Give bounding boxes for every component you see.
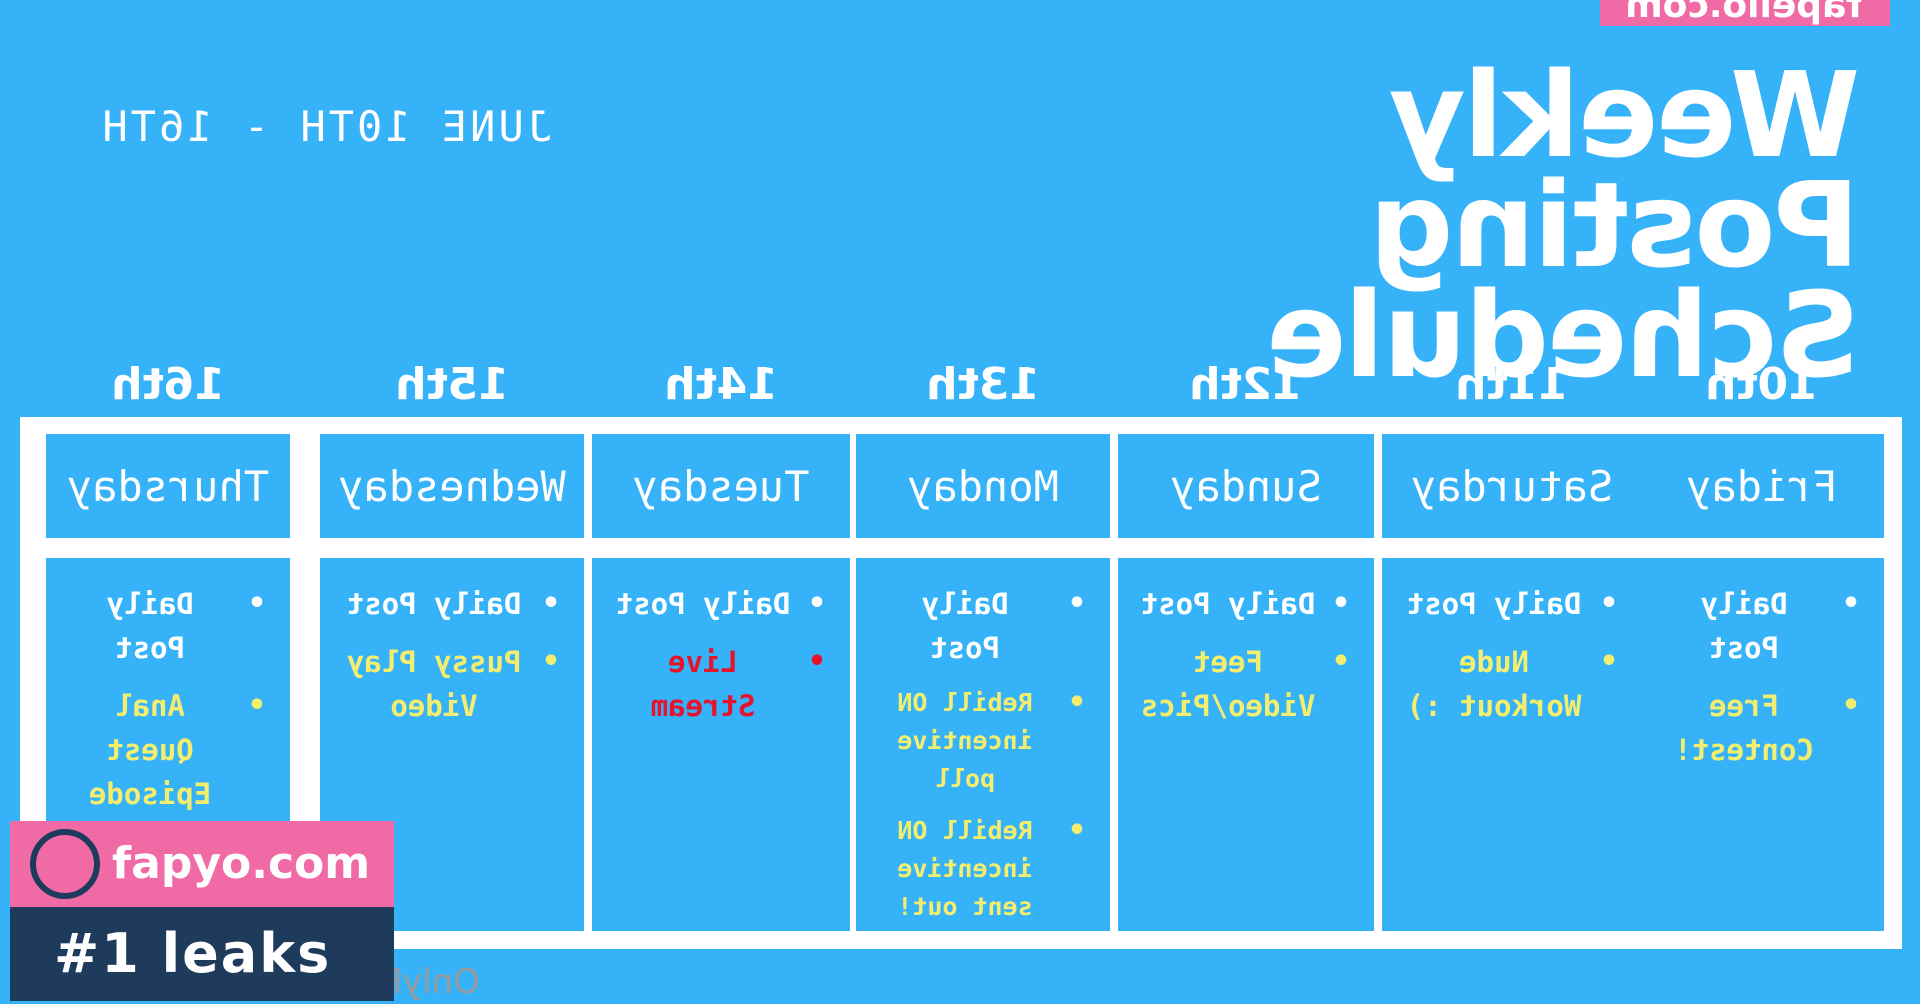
- task-list: • Daily Post • Feet Video/Pics: [1118, 558, 1374, 728]
- bullet-icon: •: [1067, 685, 1086, 720]
- task-label: Daily Post: [921, 587, 1009, 665]
- bullet-icon: •: [541, 644, 560, 679]
- bullet-icon: •: [807, 644, 826, 679]
- day-header: Wednesday: [320, 434, 584, 538]
- task-list: • Daily Post • Nude Workout :): [1382, 558, 1642, 728]
- column-date: 12th: [1189, 359, 1303, 410]
- task-label: Pussy Play Video: [346, 645, 522, 723]
- bullet-icon: •: [541, 586, 560, 621]
- task-item: • Live Stream: [614, 640, 826, 728]
- day-header: Sunday: [1118, 434, 1374, 538]
- task-item: • Rebill ON incentive sent out!: [878, 812, 1086, 926]
- column-date: 16th: [111, 359, 225, 410]
- task-item: • Daily Post: [1404, 582, 1618, 626]
- task-item: • Daily Post: [342, 582, 560, 626]
- date-range: JUNE 10TH - 16TH: [99, 102, 552, 151]
- bullet-icon: •: [1599, 586, 1618, 621]
- task-list: • Daily Post • Live Stream: [592, 558, 850, 728]
- column-date: 11th: [1455, 359, 1569, 410]
- task-label: Live Stream: [650, 645, 756, 723]
- task-item: • Feet Video/Pics: [1140, 640, 1350, 728]
- task-list: • Daily Post • Pussy Play Video: [320, 558, 584, 728]
- task-label: Daily Post: [1406, 587, 1582, 621]
- task-list: • Daily Post • Free Contest!: [1640, 558, 1884, 772]
- task-label: Daily Post: [1700, 587, 1788, 665]
- task-label: Daily Post: [346, 587, 522, 621]
- day-header: Saturday: [1382, 434, 1642, 538]
- task-item: • Nude Workout :): [1404, 640, 1618, 728]
- bullet-icon: •: [1841, 688, 1860, 723]
- title-line-1: Weekly Posting: [1370, 46, 1860, 294]
- task-item: • Daily Post: [1662, 582, 1860, 670]
- task-item: • Daily Post: [614, 582, 826, 626]
- day-header: Friday: [1640, 434, 1884, 538]
- bullet-icon: •: [247, 688, 266, 723]
- day-header: Tuesday: [592, 434, 850, 538]
- task-list: • Daily Post • Rebill ON incentive poll • Reb…: [856, 558, 1110, 926]
- task-item: • Daily Post: [1140, 582, 1350, 626]
- task-item: • Rebill ON incentive poll: [878, 684, 1086, 798]
- task-label: Daily Post: [106, 587, 194, 665]
- column-date: 13th: [926, 359, 1040, 410]
- bullet-icon: •: [1331, 586, 1350, 621]
- bullet-icon: •: [1067, 813, 1086, 848]
- task-label: Rebill ON incentive poll: [897, 688, 1033, 793]
- task-item: • Daily Post: [878, 582, 1086, 670]
- task-label: Nude Workout :): [1406, 645, 1582, 723]
- bullet-icon: •: [1599, 644, 1618, 679]
- task-label: Daily Post: [615, 587, 791, 621]
- page-title: Weekly Posting Schedule: [960, 46, 1860, 404]
- task-label: Daily Post: [1140, 587, 1316, 621]
- task-label: Free Contest!: [1674, 689, 1814, 767]
- day-body: • Daily Post • Live Stream: [592, 558, 850, 931]
- task-item: • Pussy Play Video: [342, 640, 560, 728]
- bullet-icon: •: [247, 586, 266, 621]
- heart-logo-icon: [30, 829, 100, 899]
- day-header: Monday: [856, 434, 1110, 538]
- day-body: • Daily Post • Feet Video/Pics: [1118, 558, 1374, 931]
- task-item: • Daily Post: [68, 582, 266, 670]
- task-item: • Free Contest!: [1662, 684, 1860, 772]
- day-body: • Daily Post • Nude Workout :): [1382, 558, 1642, 931]
- watermark-top: fapello.com: [1600, 0, 1890, 26]
- bullet-icon: •: [1067, 586, 1086, 621]
- watermark-badge: fapyo.com #1 leaks: [10, 821, 394, 1001]
- task-list: •Daily Post•Anal Quest Episode 10: [46, 558, 290, 860]
- task-label: Rebill ON incentive sent out!: [897, 816, 1033, 921]
- bullet-icon: •: [1331, 644, 1350, 679]
- day-body: • Daily Post • Rebill ON incentive poll • Reb…: [856, 558, 1110, 931]
- watermark-tagline: #1 leaks: [10, 907, 394, 1001]
- bullet-icon: •: [807, 586, 826, 621]
- column-date: 15th: [395, 359, 509, 410]
- column-date: 10th: [1705, 359, 1819, 410]
- column-date: 14th: [664, 359, 778, 410]
- bullet-icon: •: [1841, 586, 1860, 621]
- task-label: Feet Video/Pics: [1140, 645, 1316, 723]
- day-header: Thursday: [46, 434, 290, 538]
- day-body: • Daily Post • Free Contest!: [1640, 558, 1884, 931]
